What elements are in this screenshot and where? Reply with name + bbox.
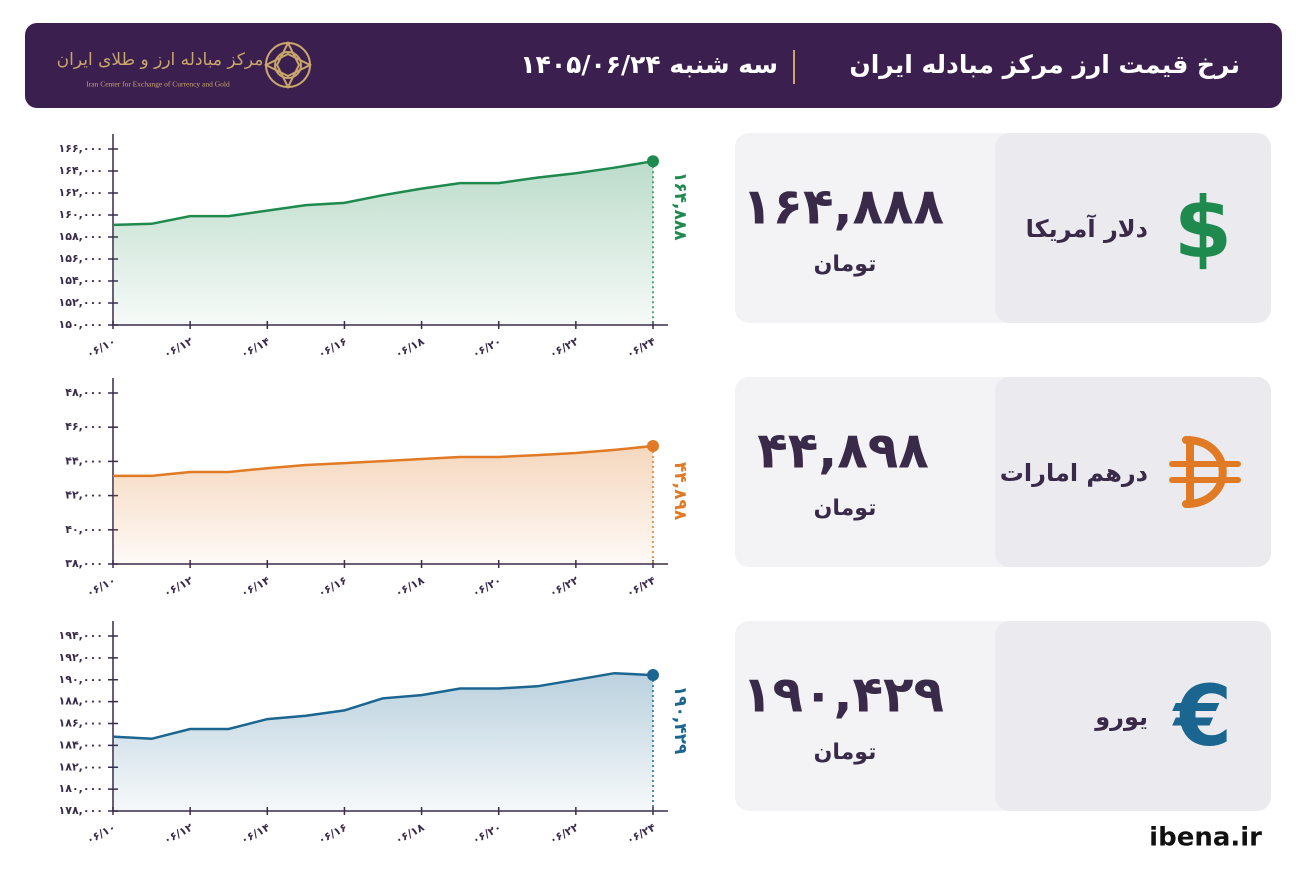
- x-tick-label: ۰۶/۲۰: [470, 574, 503, 600]
- card-label-panel: [995, 377, 1271, 567]
- x-tick-label: ۰۶/۱۶: [316, 574, 349, 600]
- currency-name: درهم امارات: [1000, 459, 1148, 487]
- y-tick-label: ۴۰,۰۰۰: [65, 523, 103, 536]
- footer: ibena.ir: [1149, 823, 1262, 853]
- x-tick-label: ۰۶/۱۲: [162, 335, 196, 361]
- value-label: ۱۶۴,۸۸۸: [670, 172, 690, 241]
- y-tick-label: ۱۸۴,۰۰۰: [59, 738, 103, 751]
- y-tick-label: ۱۵۸,۰۰۰: [59, 230, 103, 243]
- y-tick-label: ۱۸۸,۰۰۰: [59, 695, 103, 708]
- card-label-panel: [995, 621, 1271, 811]
- y-tick-label: ۱۸۲,۰۰۰: [59, 760, 103, 773]
- currency-symbol: [1169, 436, 1241, 508]
- y-tick-label: ۱۸۰,۰۰۰: [59, 782, 103, 795]
- x-tick-label: ۰۶/۲۲: [547, 574, 581, 600]
- y-tick-label: ۴۲,۰۰۰: [65, 489, 103, 502]
- y-tick-label: ۴۸,۰۰۰: [65, 386, 103, 399]
- big-value: ۱۶۴,۸۸۸: [742, 178, 944, 236]
- y-tick-label: ۱۹۰,۰۰۰: [59, 673, 103, 686]
- logo-text: مرکز مبادله ارز و طلای ایران: [57, 50, 264, 70]
- x-tick-label: ۰۶/۱۸: [393, 335, 427, 361]
- x-tick-label: ۰۶/۱۰: [84, 335, 117, 361]
- header-date: سه شنبه ۱۴۰۵/۰۶/۲۴: [520, 50, 778, 79]
- x-tick-label: ۰۶/۱۶: [316, 335, 349, 361]
- x-tick-label: ۰۶/۲۴: [624, 335, 658, 361]
- x-tick-label: ۰۶/۲۴: [624, 821, 658, 847]
- logo-subtitle: Iran Center for Exchange of Currency and…: [86, 80, 230, 89]
- symbol-bars: [1169, 461, 1241, 483]
- currency-symbol: €: [1172, 667, 1232, 765]
- line: [112, 671, 654, 741]
- x-tick-label: ۰۶/۱۴: [239, 821, 273, 847]
- line: [112, 159, 654, 227]
- x-tick-label: ۰۶/۱۴: [239, 574, 273, 600]
- y-tick-label: ۱۵۶,۰۰۰: [59, 252, 103, 265]
- last-point: [647, 669, 659, 682]
- y-tick-label: ۱۶۴,۰۰۰: [59, 164, 103, 177]
- big-value: ۱۹۰,۴۲۹: [742, 666, 944, 724]
- y-tick-label: ۴۶,۰۰۰: [65, 420, 103, 433]
- y-tick-label: ۱۹۲,۰۰۰: [59, 651, 103, 664]
- value-label: ۱۹۰,۴۲۹: [670, 686, 690, 755]
- card-label-panel: [995, 133, 1271, 323]
- y-tick-label: ۱۶۶,۰۰۰: [59, 142, 103, 155]
- y-tick-label: ۴۴,۰۰۰: [65, 454, 103, 467]
- x-tick-label: ۰۶/۱۰: [84, 574, 117, 600]
- y-tick-label: ۱۸۶,۰۰۰: [59, 717, 103, 730]
- x-tick-label: ۰۶/۱۲: [162, 574, 196, 600]
- x-tick-label: ۰۶/۱۲: [162, 821, 196, 847]
- logo-icon: [263, 40, 313, 90]
- x-tick-label: ۰۶/۲۰: [470, 821, 503, 847]
- currency-name: یورو: [1094, 703, 1148, 731]
- area: [113, 161, 653, 325]
- big-value: ۴۴,۸۹۸: [757, 422, 929, 480]
- y-tick-label: ۱۷۸,۰۰۰: [59, 804, 103, 817]
- last-point: [647, 440, 659, 453]
- x-tick-label: ۰۶/۱۸: [393, 574, 427, 600]
- currency-symbol: $: [1174, 179, 1232, 277]
- y-tick-label: ۱۵۰,۰۰۰: [59, 318, 103, 331]
- x-tick-label: ۰۶/۱۴: [239, 335, 273, 361]
- header-bar: [25, 23, 1282, 108]
- unit: تومان: [814, 496, 877, 521]
- line: [113, 444, 654, 478]
- y-tick-label: ۱۹۴,۰۰۰: [59, 629, 103, 642]
- x-tick-label: ۰۶/۲۰: [470, 335, 503, 361]
- x-tick-label: ۰۶/۲۴: [624, 574, 658, 600]
- y-tick-label: ۳۸,۰۰۰: [65, 557, 103, 570]
- x-tick-label: ۰۶/۲۲: [547, 335, 581, 361]
- currency-name: دلار آمریکا: [1026, 214, 1148, 243]
- header-title: نرخ قیمت ارز مرکز مبادله ایران: [849, 50, 1240, 80]
- unit: تومان: [814, 740, 877, 765]
- x-tick-label: ۰۶/۱۶: [316, 821, 349, 847]
- unit: تومان: [814, 252, 877, 277]
- y-tick-label: ۱۶۰,۰۰۰: [59, 208, 103, 221]
- y-tick-label: ۱۵۲,۰۰۰: [59, 296, 103, 309]
- area: [113, 673, 653, 811]
- area: [113, 446, 653, 564]
- y-tick-label: ۱۶۲,۰۰۰: [59, 186, 103, 199]
- last-point: [647, 155, 659, 168]
- y-tick-label: ۱۵۴,۰۰۰: [59, 274, 103, 287]
- x-tick-label: ۰۶/۱۰: [84, 821, 117, 847]
- x-tick-label: ۰۶/۲۲: [547, 821, 581, 847]
- x-tick-label: ۰۶/۱۸: [393, 821, 427, 847]
- symbol-body: [1182, 436, 1227, 508]
- value-label: ۴۴,۸۹۸: [670, 462, 690, 521]
